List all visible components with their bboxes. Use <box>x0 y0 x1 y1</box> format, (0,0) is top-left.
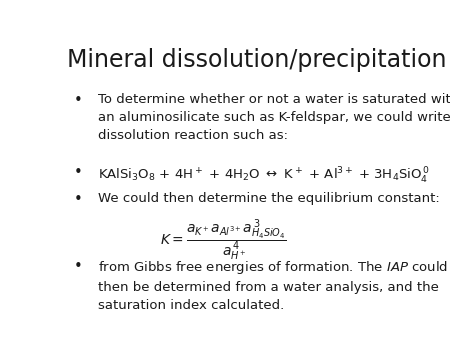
Text: •: • <box>74 93 82 107</box>
Text: from Gibbs free energies of formation. The $\mathit{IAP}$ could
then be determin: from Gibbs free energies of formation. T… <box>98 259 448 312</box>
Text: To determine whether or not a water is saturated with
an aluminosilicate such as: To determine whether or not a water is s… <box>98 93 450 142</box>
Text: •: • <box>74 192 82 207</box>
Text: $K = \dfrac{a_{K^+}a_{Al^{3+}}a^{\,3}_{H_4SiO_4}}{a^{\,4}_{H^+}}$: $K = \dfrac{a_{K^+}a_{Al^{3+}}a^{\,3}_{H… <box>160 218 287 263</box>
Text: $\mathregular{KAlSi_3O_8}$ + 4H$^+$ + 4H$_2$O $\leftrightarrow$ K$^+$ + Al$^{3+}: $\mathregular{KAlSi_3O_8}$ + 4H$^+$ + 4H… <box>98 166 430 186</box>
Text: Mineral dissolution/precipitation: Mineral dissolution/precipitation <box>67 48 446 72</box>
Text: •: • <box>74 259 82 274</box>
Text: •: • <box>74 166 82 180</box>
Text: We could then determine the equilibrium constant:: We could then determine the equilibrium … <box>98 192 440 204</box>
